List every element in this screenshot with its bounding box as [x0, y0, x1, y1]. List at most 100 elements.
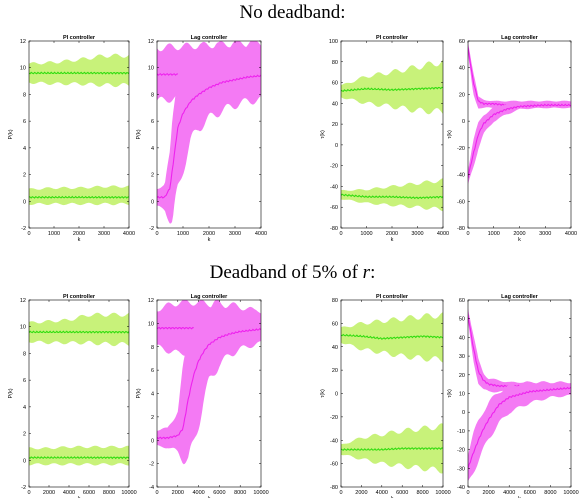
y-tick-label: 4: [23, 405, 26, 411]
y-tick-label: 30: [459, 354, 465, 360]
y-tick-label: -40: [330, 184, 338, 190]
mean-line-series-2: [468, 386, 571, 469]
x-tick-label: 0: [27, 231, 30, 237]
chart-title: PI controller: [376, 294, 409, 300]
y-tick-label: 20: [459, 92, 465, 98]
x-tick-label: 0: [155, 231, 158, 237]
y-tick-label: -20: [457, 448, 465, 454]
chart-plot-area: [341, 312, 443, 474]
y-tick-label: 10: [459, 392, 465, 398]
chart-title: PI controller: [63, 35, 96, 41]
x-tick-label: 8000: [544, 490, 556, 496]
y-tick-label: -60: [457, 199, 465, 205]
x-tick-label: 4000: [437, 231, 449, 237]
y-tick-label: -20: [457, 146, 465, 152]
y-tick-label: 12: [148, 298, 154, 304]
y-tick-label: 80: [332, 298, 338, 304]
x-tick-label: 0: [155, 490, 158, 496]
y-tick-label: 0: [23, 199, 26, 205]
y-tick-label: 4: [151, 146, 154, 152]
x-tick-label: 10000: [121, 490, 136, 496]
x-tick-label: 2000: [172, 490, 184, 496]
mean-line-series-2: [29, 195, 129, 199]
y-tick-label: 40: [459, 335, 465, 341]
y-tick-label: -2: [21, 226, 26, 232]
chart-panel-8: Lag controller 0 2000 4000 6000 8000 10000 -40 -…: [447, 294, 579, 498]
mean-line-series-2: [29, 456, 129, 460]
mean-line-series-2: [157, 74, 261, 199]
chart-plot-area: [468, 41, 571, 185]
mean-line-series-2: [341, 193, 443, 200]
chart-title: PI controller: [376, 35, 409, 41]
band-series-2: [157, 41, 261, 224]
chart-frame: [467, 40, 572, 229]
y-axis-label: τ(k): [447, 389, 453, 398]
y-tick-label: 0: [151, 438, 154, 444]
chart-panel-4: Lag controller 0 1000 2000 3000 4000 -80 -60 -40…: [447, 35, 577, 243]
y-tick-label: 20: [332, 122, 338, 128]
mean-line-series-1: [341, 86, 443, 92]
x-tick-label: 3000: [539, 231, 551, 237]
x-axis-label: k: [208, 496, 211, 498]
y-axis-label: P(k): [8, 129, 14, 139]
chart-frame: [28, 299, 130, 488]
chart-panel-6: Lag controller 0 2000 4000 6000 8000 10000 -4 -2…: [136, 294, 269, 498]
y-tick-label: 10: [20, 325, 26, 331]
x-tick-label: 10000: [253, 490, 268, 496]
y-tick-label: -60: [330, 205, 338, 211]
y-tick-label: 6: [23, 378, 26, 384]
y-tick-label: -2: [149, 226, 154, 232]
mean-line-series-1: [468, 47, 571, 107]
mean-line-series-2: [341, 447, 443, 451]
y-axis-label: τ(k): [320, 130, 326, 139]
y-tick-label: 6: [23, 119, 26, 125]
y-tick-label: 2: [151, 415, 154, 421]
y-tick-label: 40: [459, 66, 465, 72]
y-tick-label: -2: [21, 485, 26, 491]
band-series-2: [468, 102, 571, 185]
y-tick-label: -40: [330, 438, 338, 444]
y-tick-label: 12: [148, 39, 154, 45]
y-tick-label: 8: [23, 351, 26, 357]
y-tick-label: -40: [457, 173, 465, 179]
band-series-1: [29, 53, 129, 88]
x-tick-label: 1000: [488, 231, 500, 237]
x-tick-label: 4000: [376, 490, 388, 496]
x-tick-label: 6000: [83, 490, 95, 496]
chart-title: Lag controller: [191, 35, 229, 41]
x-tick-label: 0: [466, 490, 469, 496]
chart-plot-area: [341, 59, 443, 212]
x-tick-label: 0: [339, 490, 342, 496]
y-axis-label: P(k): [136, 129, 142, 139]
y-tick-label: -20: [330, 164, 338, 170]
x-tick-label: 4000: [565, 231, 577, 237]
chart-title: Lag controller: [501, 294, 539, 300]
x-tick-label: 2000: [482, 490, 494, 496]
x-axis-label: k: [518, 496, 521, 498]
y-tick-label: 0: [335, 143, 338, 149]
y-tick-label: 50: [459, 317, 465, 323]
x-tick-label: 4000: [255, 231, 267, 237]
y-tick-label: -30: [457, 466, 465, 472]
x-tick-label: 6000: [396, 490, 408, 496]
y-tick-label: 10: [148, 66, 154, 72]
y-tick-label: 2: [23, 432, 26, 438]
y-tick-label: 8: [23, 92, 26, 98]
y-tick-label: -80: [330, 485, 338, 491]
chart-title: PI controller: [63, 294, 96, 300]
band-series-1: [341, 312, 443, 363]
y-tick-label: 60: [459, 298, 465, 304]
chart-plot-area: [157, 41, 261, 224]
x-tick-label: 8000: [416, 490, 428, 496]
x-axis-label: k: [208, 237, 211, 243]
y-tick-label: 0: [335, 392, 338, 398]
mean-line-series-1: [29, 330, 129, 334]
y-axis-label: P(k): [8, 388, 14, 398]
band-series-2: [157, 300, 261, 465]
y-tick-label: 60: [332, 81, 338, 87]
chart-plot-area: [29, 312, 129, 466]
chart-panel-7: PI controller 0 2000 4000 6000 8000 10000 -80 -6…: [320, 294, 451, 498]
x-axis-label: k: [78, 237, 81, 243]
x-tick-label: 4000: [503, 490, 515, 496]
